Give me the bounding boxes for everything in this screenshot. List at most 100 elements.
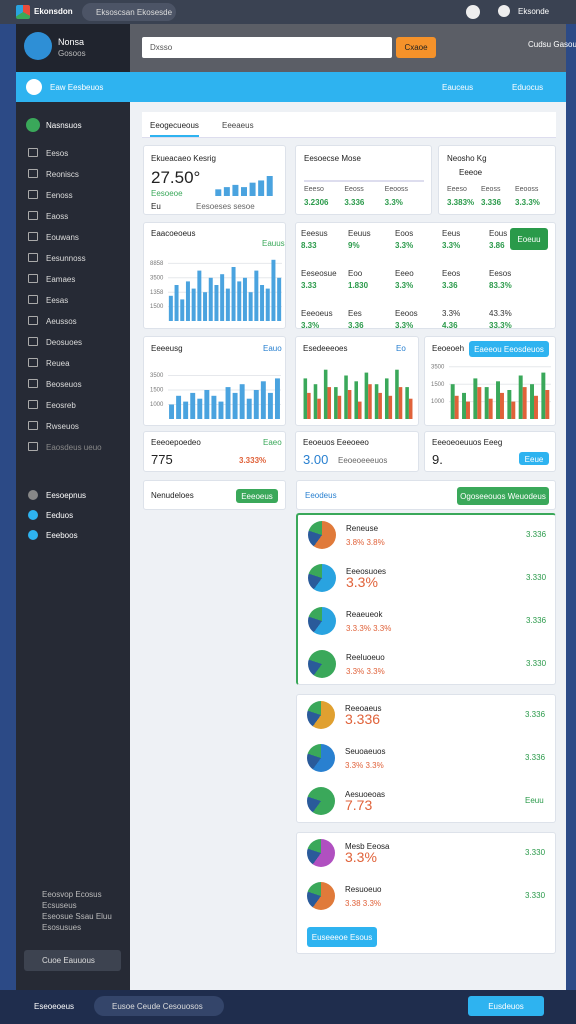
bar (242, 277, 247, 321)
sidebar-icon (26, 118, 40, 132)
chart-card: Eeoeoeh Eaeeou Eeosdeuos 1000 1500 3500 (424, 336, 556, 426)
item-value: 3.330 (525, 848, 546, 857)
bar (307, 392, 311, 419)
bar (454, 395, 459, 419)
sidebar-icon (28, 274, 38, 283)
item-icon (308, 564, 336, 592)
bottom-right[interactable]: Eusdeuos (468, 996, 544, 1016)
sidebar-icon (28, 337, 38, 346)
table-cell: 3.3% (442, 309, 461, 318)
table-cell: 1.830 (348, 281, 369, 290)
y-tick-label: 3500 (150, 275, 164, 281)
chart (303, 369, 413, 419)
item-title: Resuoeuo (345, 885, 382, 894)
card-value: 27.50° (151, 168, 201, 187)
bar (211, 395, 217, 419)
tab[interactable]: Eeeaeus (222, 121, 254, 130)
bar (303, 378, 308, 419)
kpi-value: 775 (151, 452, 173, 467)
table-cell: 3.36 (442, 281, 458, 290)
card-cell: 3.3% (384, 198, 403, 207)
list-footer-button[interactable]: Euseeeoe Esous (307, 927, 377, 947)
table-cell: 83.3% (489, 281, 512, 290)
sidebar-icon (28, 379, 38, 388)
bar (277, 277, 282, 321)
bar (254, 270, 259, 321)
bar (185, 281, 190, 321)
table-cell: Eeoos (395, 309, 418, 318)
sidebar-icon (28, 148, 38, 157)
item-title: Reaeueok (346, 610, 383, 619)
sidebar-item: Eesunnoss (46, 254, 86, 263)
header-action[interactable]: Cudsu Gasouu (528, 40, 576, 49)
card-cell: 3.2306 (304, 198, 329, 207)
notification-icon[interactable] (466, 5, 480, 19)
chart: 1000 1500 3500 (431, 364, 551, 419)
item-value: 3.336 (525, 753, 546, 762)
chart-tag[interactable]: Eaeeou Eeosdeuos (469, 341, 549, 357)
avatar[interactable] (498, 5, 510, 17)
sidebar-item: Eaoss (46, 212, 69, 221)
table-cell: Eeuus (348, 229, 371, 238)
card-cell: 3.336 (344, 198, 365, 207)
bar (507, 390, 512, 419)
sidebar-icon (28, 442, 38, 451)
bar (522, 387, 527, 419)
bar (237, 281, 242, 321)
bar (208, 277, 213, 321)
bar (271, 259, 276, 321)
table-button[interactable]: Eoeuu (510, 228, 548, 250)
kpi-value: 9. (432, 452, 443, 467)
bottom-search[interactable]: Eusoe Ceude Cesouosos (94, 996, 224, 1016)
search-box[interactable]: Eksoscsan Ekosesde (82, 3, 176, 21)
header-button[interactable]: Cxaoe (396, 37, 436, 58)
item-sub: 3.3% (346, 574, 378, 590)
bar (462, 392, 466, 419)
data-table: Eeesus Eeuus Eoos Eeus Eous 8.33 9% 3.3% 3.3% 3.8… (295, 222, 556, 330)
kpi-change: Eeoeoeeeuos (338, 456, 388, 465)
item-title: Aesuoeoas (345, 790, 386, 799)
sidebar-footer-button[interactable]: Cuoe Eauuous (24, 950, 121, 971)
bar (168, 295, 173, 321)
item-sub: 7.73 (345, 797, 373, 813)
kpi-title: Eeeoeoeuuos Eeeg (432, 438, 503, 447)
bar (354, 381, 358, 419)
user-name[interactable]: Eksonde (518, 7, 550, 16)
item-value: 3.330 (526, 573, 547, 582)
kpi-change[interactable]: Eeue (519, 452, 549, 465)
banner-link[interactable]: Eauceus (442, 83, 474, 92)
tab[interactable]: Eeogecueous (150, 121, 199, 137)
table-cell: Eous (489, 229, 508, 238)
sidebar-icon (28, 253, 38, 262)
y-tick-label: 3500 (150, 373, 164, 379)
table-cell: 3.3% (442, 241, 461, 250)
table-cell: Eesos (489, 269, 512, 278)
bar (169, 404, 175, 419)
bar (190, 392, 196, 419)
kpi-value: 3.00 (303, 452, 329, 467)
item-value: 3.330 (526, 659, 547, 668)
sidebar-footer-item: Esosusues (42, 923, 82, 932)
header-search[interactable]: Dxsso (142, 37, 392, 58)
item-icon (308, 607, 336, 635)
bar (215, 189, 222, 196)
panel-button[interactable]: Eeeoeus (236, 489, 278, 503)
bar (176, 395, 182, 419)
card-header: Eeooss (384, 186, 409, 193)
sidebar-item: Eeosreb (46, 401, 76, 410)
sidebar-icon (28, 169, 38, 178)
banner-link[interactable]: Eduocus (512, 83, 544, 92)
sidebar-icon (28, 358, 38, 367)
table-cell: Eeeoeus (301, 309, 333, 318)
bar (358, 401, 362, 419)
bar (374, 384, 379, 419)
bar (484, 387, 489, 419)
bar (368, 384, 372, 419)
table-cell: Eeos (442, 269, 461, 278)
chart (215, 176, 273, 196)
list-group: Reneuse 3.8% 3.8% 3.336 Eeeosuoes 3.3% 3.330 R… (296, 513, 556, 685)
sidebar-item: Eesos (46, 149, 69, 158)
table-cell: Ees (348, 309, 362, 318)
list-button[interactable]: Ogoseeouos Weuodeus (457, 487, 549, 505)
